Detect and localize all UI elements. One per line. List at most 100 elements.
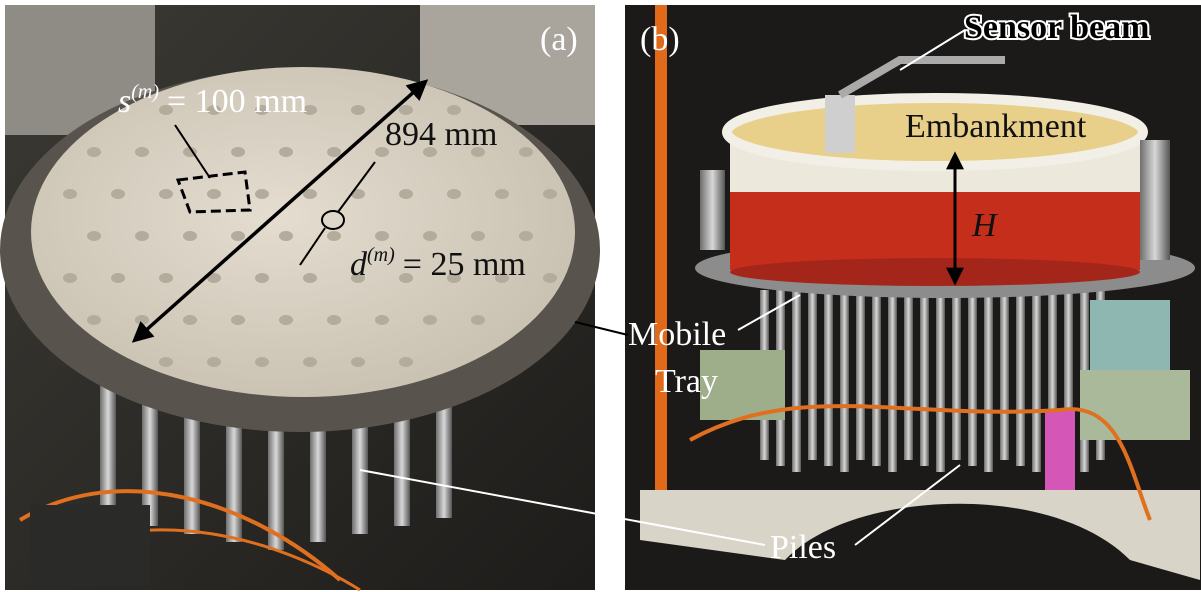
hole xyxy=(447,105,461,115)
sensor-housing xyxy=(825,95,855,153)
gearbox xyxy=(700,350,785,420)
pile xyxy=(968,290,977,466)
plate-diameter-label: 894 mm xyxy=(385,116,497,153)
hole xyxy=(87,315,101,325)
hole xyxy=(471,231,485,241)
diameter-arrow xyxy=(131,79,429,343)
hole xyxy=(87,147,101,157)
actuator xyxy=(1090,300,1170,380)
pile xyxy=(436,380,452,518)
pile xyxy=(1016,290,1025,466)
hole xyxy=(495,273,509,283)
pile xyxy=(100,380,116,518)
pile xyxy=(1064,290,1073,466)
hole xyxy=(375,315,389,325)
value: = 100 mm xyxy=(167,83,307,120)
leader xyxy=(337,161,376,213)
embankment-label: Embankment xyxy=(905,108,1087,145)
hole xyxy=(399,105,413,115)
hole xyxy=(159,189,173,199)
symbol: d xyxy=(350,246,368,283)
hole xyxy=(351,105,365,115)
pile xyxy=(792,290,801,472)
hole xyxy=(159,273,173,283)
pile-diameter-label: d(m) = 25 mm xyxy=(350,244,526,283)
pile xyxy=(888,290,897,472)
pile xyxy=(856,290,865,460)
leader-lines xyxy=(131,29,966,546)
superscript: (m) xyxy=(367,244,395,266)
photo-b xyxy=(625,5,1201,590)
hole xyxy=(255,189,269,199)
hole xyxy=(111,273,125,283)
post xyxy=(700,170,725,250)
hole xyxy=(351,357,365,367)
superscript: (m) xyxy=(131,81,159,103)
hole xyxy=(111,189,125,199)
base-plate xyxy=(640,490,1200,580)
hole xyxy=(327,231,341,241)
leader xyxy=(899,29,966,71)
height-label: H xyxy=(971,207,999,244)
box xyxy=(1045,410,1075,490)
hole xyxy=(231,315,245,325)
hole xyxy=(279,231,293,241)
hole xyxy=(447,273,461,283)
hole xyxy=(231,147,245,157)
gearbox xyxy=(1080,370,1190,440)
mobile-tray-label: Mobile xyxy=(628,316,726,353)
hole xyxy=(207,189,221,199)
hole xyxy=(519,231,533,241)
leader xyxy=(574,321,629,336)
pile xyxy=(920,290,929,466)
hole xyxy=(135,315,149,325)
hole xyxy=(255,273,269,283)
hole xyxy=(423,231,437,241)
hole xyxy=(375,231,389,241)
hole xyxy=(543,189,557,199)
hole xyxy=(423,315,437,325)
hole xyxy=(159,357,173,367)
symbol: s xyxy=(118,83,131,120)
hole xyxy=(63,273,77,283)
red-ring xyxy=(730,190,1140,270)
equipment xyxy=(30,505,150,585)
hole xyxy=(231,231,245,241)
sensor-beam-label: Sensor beam xyxy=(964,9,1149,46)
hole xyxy=(279,315,293,325)
pile xyxy=(904,290,913,460)
hole xyxy=(399,357,413,367)
hole xyxy=(183,231,197,241)
value: = 25 mm xyxy=(403,246,526,283)
leader xyxy=(299,227,326,266)
pile xyxy=(872,290,881,466)
cable xyxy=(18,489,342,582)
hole xyxy=(135,147,149,157)
panel-tag: (a) xyxy=(540,21,578,58)
hole xyxy=(207,357,221,367)
hole xyxy=(279,147,293,157)
leader xyxy=(737,294,801,331)
piles-label: Piles xyxy=(770,529,836,566)
hole xyxy=(447,189,461,199)
pile xyxy=(1048,290,1057,460)
hole xyxy=(303,357,317,367)
hole xyxy=(327,315,341,325)
hole xyxy=(303,273,317,283)
pile xyxy=(1000,290,1009,460)
pile xyxy=(808,290,817,460)
hole xyxy=(495,189,509,199)
hole xyxy=(135,231,149,241)
cable xyxy=(689,404,1152,521)
panel-tag: (b) xyxy=(640,21,680,58)
leader xyxy=(854,464,961,546)
red-ring-bottom xyxy=(730,258,1140,286)
pile xyxy=(142,380,158,526)
leader xyxy=(359,469,766,546)
pile xyxy=(952,290,961,460)
sensor-beam xyxy=(837,56,1005,99)
hole xyxy=(399,189,413,199)
pile xyxy=(936,290,945,472)
cable xyxy=(655,5,667,525)
